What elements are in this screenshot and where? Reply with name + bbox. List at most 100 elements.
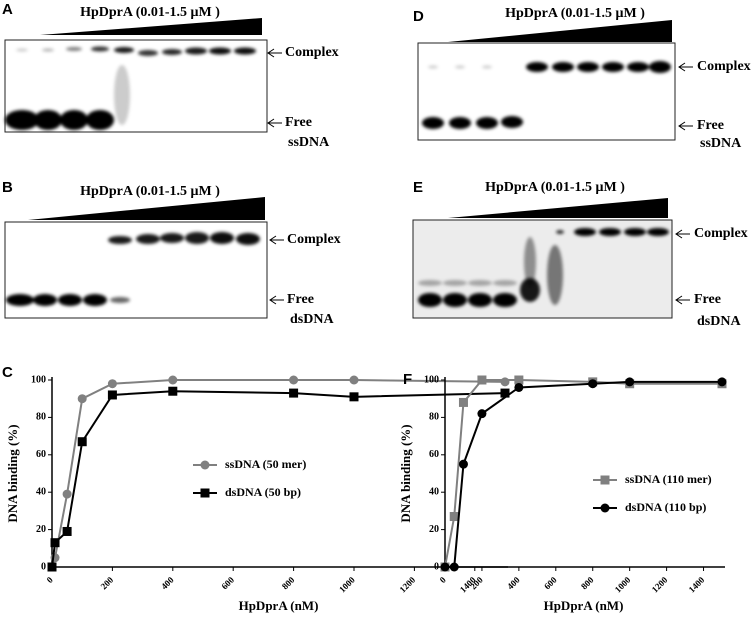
concentration-wedge [448,198,668,218]
gel-band [574,228,596,236]
gel-band [577,62,599,72]
dna-label: ssDNA [700,136,742,151]
marker [588,379,598,389]
marker [449,562,459,572]
gel-band [234,47,256,55]
marker [500,377,510,387]
arrow-head [267,118,275,128]
gel-band [422,117,444,129]
gel-band [501,116,523,128]
gel-title: HpDprA (0.01-1.5 μM ) [505,6,645,21]
gel-band [138,50,158,56]
gel-band [524,237,536,287]
gel-band [556,230,564,234]
arrow-head [267,48,275,58]
x-tick-label: 600 [542,574,559,591]
gel-band [526,62,548,72]
gel-bands [418,228,669,307]
legend-label: dsDNA (50 bp) [225,485,301,499]
marker [449,512,459,522]
gel-band [627,62,649,72]
gel-title: HpDprA (0.01-1.5 μM ) [80,184,220,199]
gel-band [83,294,107,306]
gel-band [136,234,160,244]
gel-band [428,65,438,69]
marker [625,377,635,387]
marker [440,562,450,572]
gel-band [493,293,517,307]
x-axis-title: HpDprA (nM) [544,598,624,613]
marker [458,459,468,469]
gel-band [599,228,621,236]
complex-label: Complex [287,232,341,247]
gel-band [16,48,28,52]
marker [107,379,117,389]
gel-band [236,233,260,245]
legend-marker [200,460,210,470]
gel-band [91,46,109,52]
gel-bands [5,46,256,130]
marker [50,538,60,548]
x-tick-label: 1400 [687,574,707,594]
gel-band [624,228,646,236]
legend-marker [600,475,610,485]
gel-band [110,297,130,303]
legend-label: dsDNA (110 bp) [625,500,706,514]
legend-label: ssDNA (50 mer) [225,457,306,471]
gel-band [520,278,540,302]
gel-band [5,110,39,130]
y-tick-label: 40 [429,486,439,497]
series-line [445,380,722,568]
gel-band [649,61,671,73]
gel-band [210,232,234,244]
panel-label: C [2,364,13,381]
arrow-head [678,121,686,131]
gel-band [493,280,517,286]
marker [62,489,72,499]
x-tick-label: 0 [45,574,56,585]
y-tick-label: 100 [31,374,46,385]
gel-band [468,280,492,286]
arrow-head [269,235,277,245]
marker [514,382,524,392]
x-tick-label: 200 [99,574,116,591]
dna-label: dsDNA [290,312,334,327]
y-tick-label: 20 [429,524,439,535]
x-tick-label: 800 [579,574,596,591]
arrow-head [269,295,277,305]
gel-band [42,48,54,52]
y-tick-label: 40 [36,486,46,497]
marker [289,388,299,398]
gel-band [449,117,471,129]
gel-band [552,62,574,72]
gel-band [185,47,207,55]
gel-bands [422,61,671,129]
panel-label: E [413,179,423,196]
marker [77,394,87,404]
complex-label: Complex [697,59,751,74]
gel-band [547,245,563,305]
panel-label: D [413,8,424,25]
x-axis-title: HpDprA (nM) [239,598,319,613]
x-tick-label: 600 [219,574,236,591]
y-tick-label: 60 [429,449,439,460]
marker [349,392,359,402]
marker [500,388,510,398]
gel-title: HpDprA (0.01-1.5 μM ) [80,5,220,20]
y-tick-label: 100 [424,374,439,385]
marker [107,390,117,400]
marker [168,386,178,396]
gel-band [443,293,467,307]
dna-label: dsDNA [697,314,741,329]
legend-marker [200,488,210,498]
marker [458,397,468,407]
gel-band [6,294,34,306]
arrow-head [675,295,683,305]
gel-band [209,47,231,55]
y-tick-label: 60 [36,449,46,460]
gel-band [443,280,467,286]
y-tick-label: 80 [429,412,439,423]
gel-band [114,65,130,125]
gel-band [602,62,624,72]
